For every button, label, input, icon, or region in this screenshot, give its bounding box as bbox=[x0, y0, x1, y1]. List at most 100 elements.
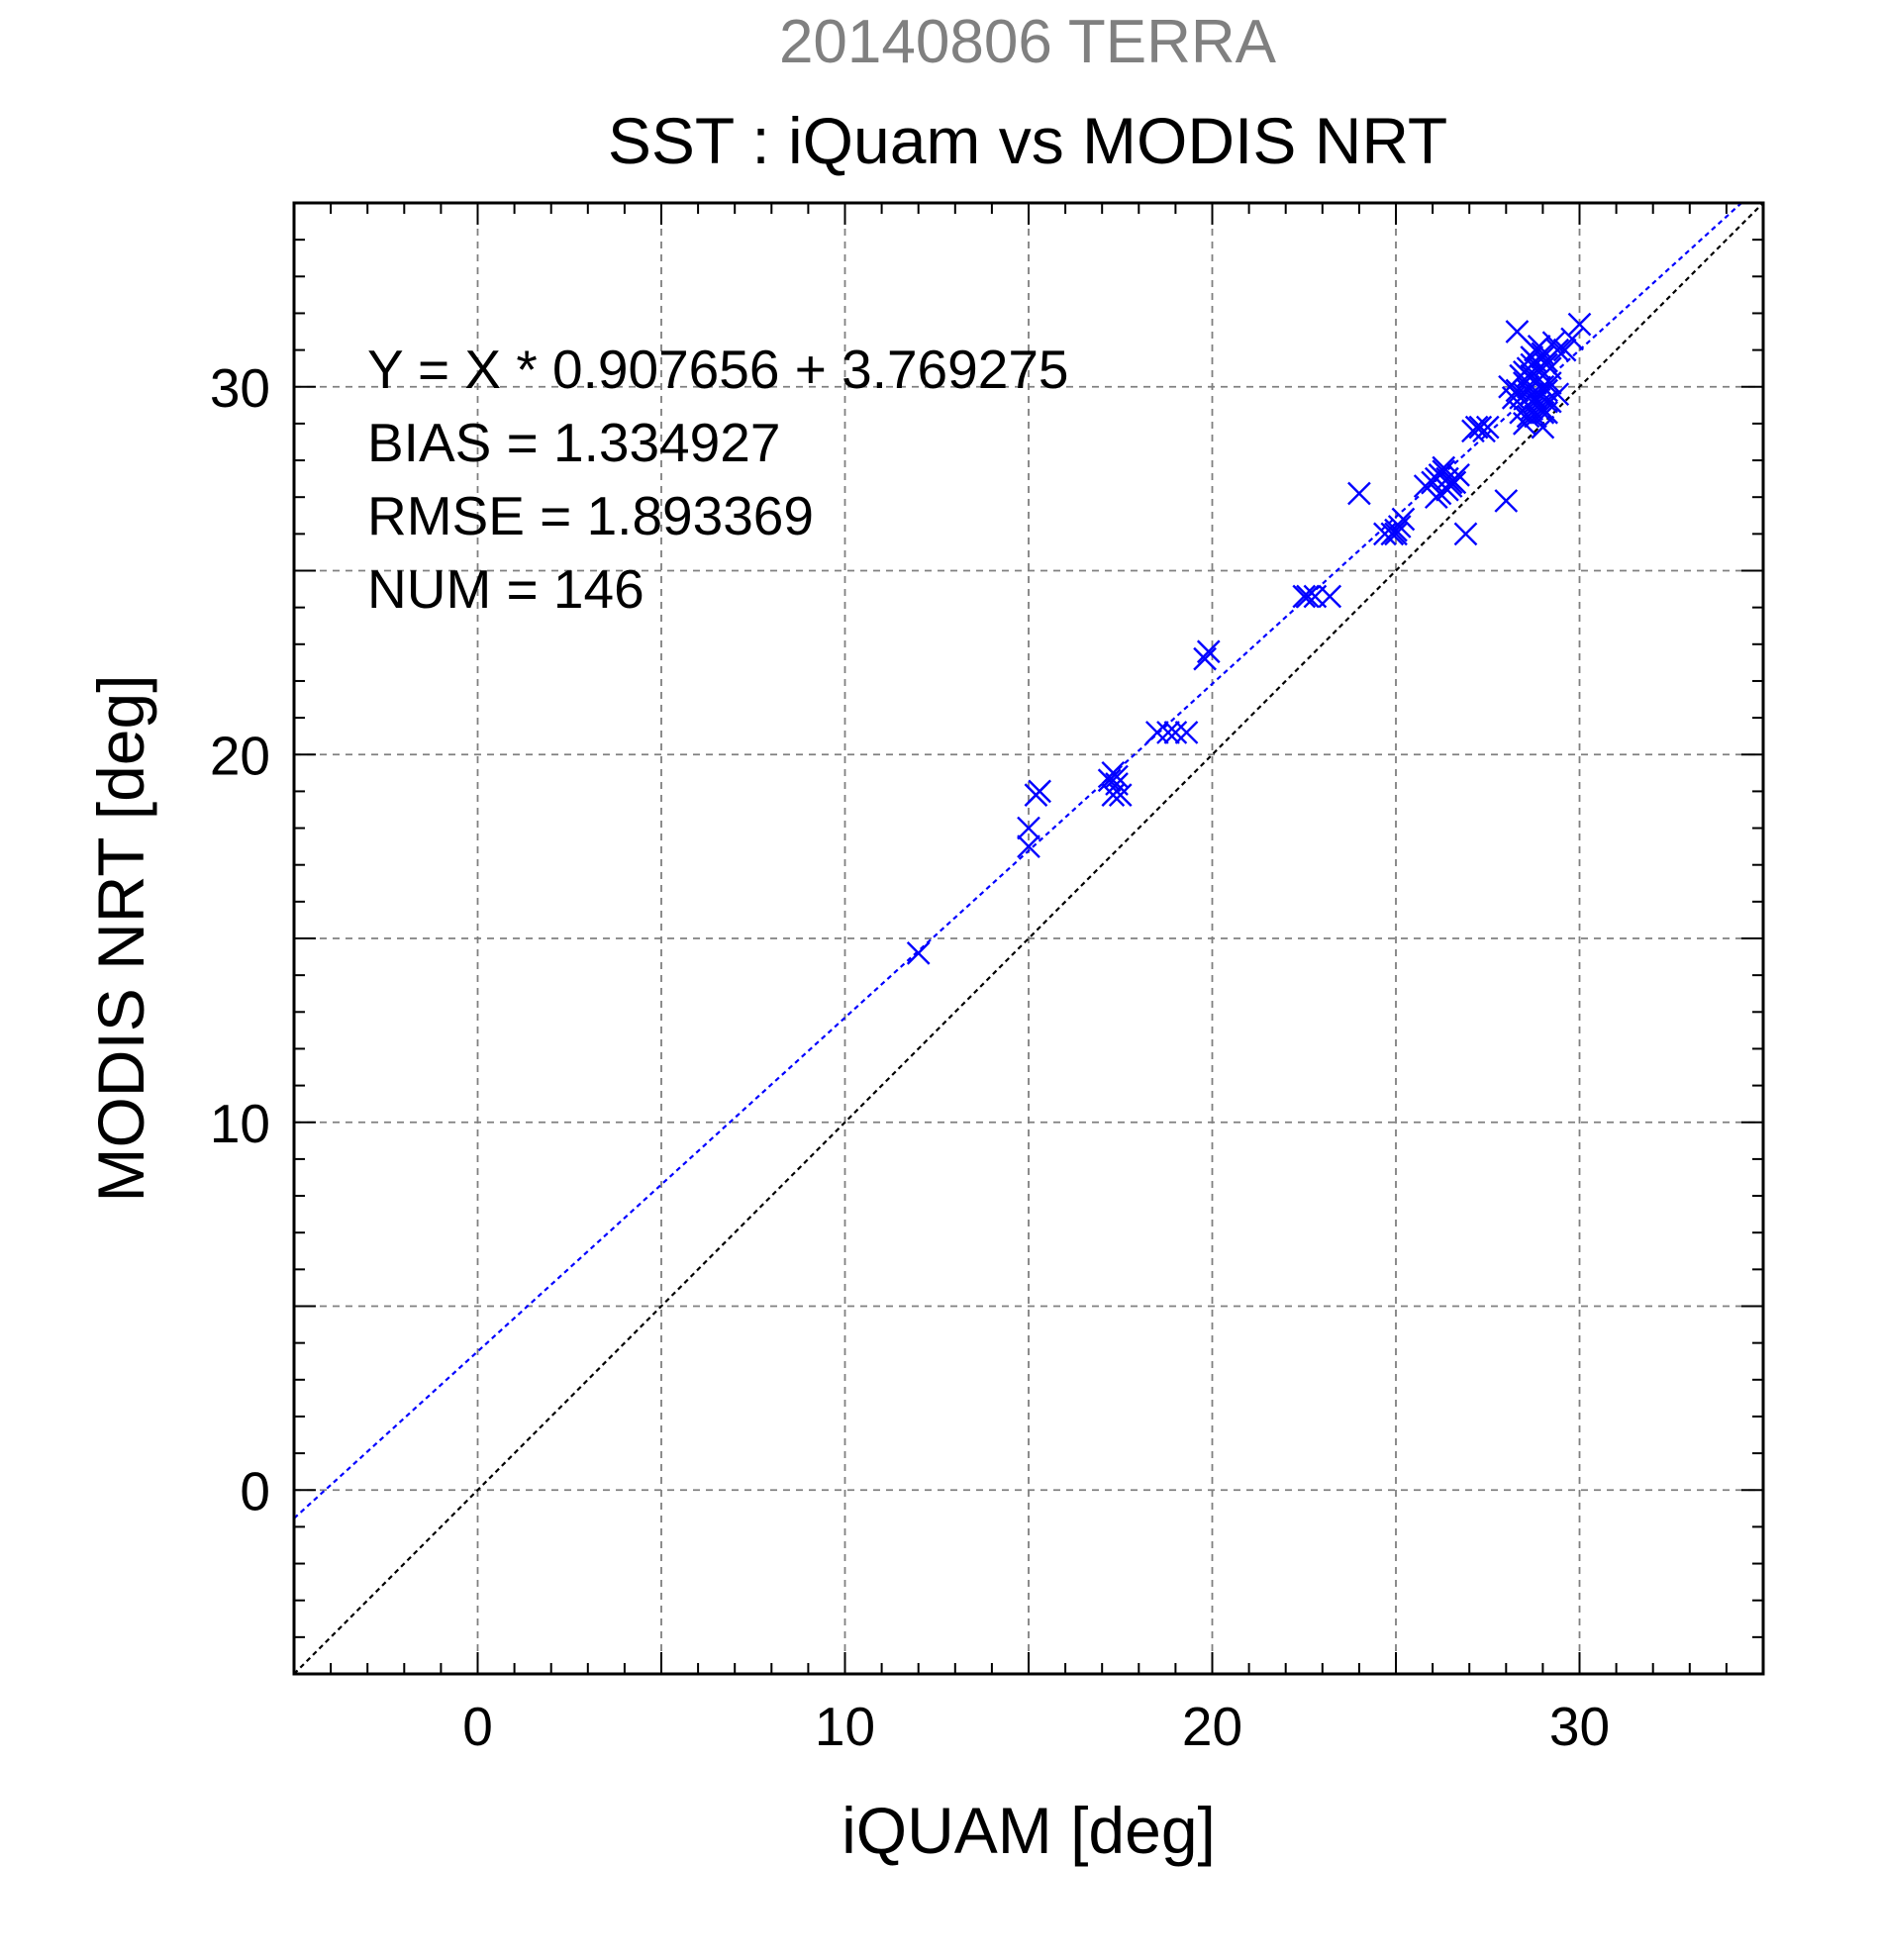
data-point-stroke bbox=[1531, 374, 1555, 399]
data-point bbox=[1552, 338, 1577, 362]
x-tick-label: 10 bbox=[815, 1696, 875, 1757]
data-point bbox=[1292, 584, 1317, 609]
chart-title: SST : iQuam vs MODIS NRT bbox=[608, 104, 1447, 177]
data-point bbox=[1156, 721, 1180, 744]
data-point bbox=[1101, 783, 1126, 807]
data-point-stroke bbox=[1520, 345, 1544, 369]
data-point-stroke bbox=[1105, 764, 1129, 789]
data-point-stroke bbox=[1432, 455, 1456, 480]
bias-label: BIAS = 1.334927 bbox=[367, 412, 780, 473]
data-point-stroke bbox=[1534, 348, 1558, 373]
data-point bbox=[1193, 646, 1217, 671]
axis-ticks bbox=[294, 203, 1763, 1674]
data-point-stroke bbox=[1318, 584, 1342, 609]
y-axis-label: MODIS NRT [deg] bbox=[84, 674, 157, 1202]
data-point-stroke bbox=[1505, 320, 1530, 343]
data-point-stroke bbox=[1097, 768, 1122, 793]
fit-equation: Y = X * 0.907656 + 3.769275 bbox=[367, 339, 1069, 400]
rmse-label: RMSE = 1.893369 bbox=[367, 485, 814, 546]
data-point bbox=[1545, 382, 1570, 407]
reference-lines bbox=[293, 202, 1764, 1675]
data-point-stroke bbox=[1567, 312, 1592, 337]
data-point bbox=[1534, 348, 1558, 373]
data-point-stroke bbox=[1494, 489, 1519, 513]
data-point-stroke bbox=[1424, 485, 1448, 510]
data-point-stroke bbox=[1156, 721, 1180, 744]
data-point bbox=[1567, 312, 1592, 337]
annotation-block: Y = X * 0.907656 + 3.769275 BIAS = 1.334… bbox=[367, 339, 1069, 620]
data-point bbox=[1347, 481, 1371, 506]
data-point bbox=[1436, 477, 1459, 502]
data-point-stroke bbox=[1513, 360, 1536, 384]
data-point bbox=[1524, 386, 1547, 410]
tick-labels: 0 10 20 30 0 10 20 30 bbox=[210, 357, 1610, 1757]
data-point-stroke bbox=[1534, 352, 1558, 377]
y-tick-label: 0 bbox=[240, 1460, 270, 1521]
data-point bbox=[1017, 834, 1040, 858]
data-point bbox=[1534, 352, 1558, 377]
data-point-stroke bbox=[1174, 721, 1199, 744]
y-tick-label: 10 bbox=[210, 1093, 270, 1154]
data-point bbox=[1318, 584, 1342, 609]
data-point-stroke bbox=[906, 941, 931, 965]
data-point-stroke bbox=[1101, 783, 1126, 807]
data-point bbox=[906, 941, 931, 965]
data-point bbox=[1196, 639, 1221, 664]
data-point-stroke bbox=[1017, 816, 1040, 840]
data-point-stroke bbox=[1560, 327, 1584, 351]
data-point bbox=[1531, 415, 1555, 440]
data-point-stroke bbox=[1545, 382, 1570, 407]
data-point bbox=[1560, 327, 1584, 351]
x-tick-label: 20 bbox=[1182, 1696, 1242, 1757]
identity-line bbox=[293, 202, 1764, 1675]
data-point bbox=[1534, 400, 1558, 425]
x-tick-label: 30 bbox=[1549, 1696, 1610, 1757]
data-point bbox=[1174, 721, 1199, 744]
data-point-stroke bbox=[1453, 522, 1478, 546]
data-point bbox=[1513, 412, 1536, 436]
data-point bbox=[1017, 816, 1040, 840]
data-point-stroke bbox=[1296, 584, 1320, 609]
data-point-stroke bbox=[1531, 415, 1555, 440]
data-point-stroke bbox=[1413, 474, 1437, 498]
data-point bbox=[1453, 522, 1478, 546]
data-point-stroke bbox=[1516, 404, 1540, 429]
data-point-stroke bbox=[1552, 338, 1577, 362]
data-point-stroke bbox=[1524, 386, 1547, 410]
data-point bbox=[1028, 779, 1051, 804]
data-point-stroke bbox=[1028, 779, 1051, 804]
data-point-stroke bbox=[1475, 415, 1500, 440]
data-point-stroke bbox=[1196, 639, 1221, 664]
data-point-stroke bbox=[1145, 721, 1169, 744]
data-point bbox=[1475, 415, 1500, 440]
data-point bbox=[1145, 721, 1169, 744]
num-label: NUM = 146 bbox=[367, 558, 644, 620]
x-axis-label: iQUAM [deg] bbox=[842, 1794, 1216, 1867]
data-point-stroke bbox=[1534, 389, 1558, 414]
data-point-stroke bbox=[1347, 481, 1371, 506]
data-point bbox=[1105, 764, 1129, 789]
y-tick-label: 30 bbox=[210, 357, 270, 419]
data-point-stroke bbox=[1464, 415, 1489, 440]
data-point-stroke bbox=[1534, 400, 1558, 425]
data-point bbox=[1391, 507, 1416, 532]
data-point bbox=[1505, 320, 1530, 343]
data-point bbox=[1464, 415, 1489, 440]
data-point bbox=[1108, 783, 1133, 807]
data-point bbox=[1494, 489, 1519, 513]
data-point-stroke bbox=[1384, 522, 1408, 546]
data-point bbox=[1516, 404, 1540, 429]
data-point-stroke bbox=[1108, 783, 1133, 807]
data-point bbox=[1513, 360, 1536, 384]
data-point-stroke bbox=[1527, 335, 1551, 358]
data-point-stroke bbox=[1436, 477, 1459, 502]
data-point bbox=[1531, 374, 1555, 399]
data-point bbox=[1296, 584, 1320, 609]
data-point bbox=[1432, 455, 1456, 480]
chart-supertitle: 20140806 TERRA bbox=[779, 8, 1277, 76]
x-tick-label: 0 bbox=[462, 1696, 493, 1757]
data-point bbox=[1527, 367, 1551, 392]
y-tick-label: 20 bbox=[210, 725, 270, 786]
data-point-stroke bbox=[1292, 584, 1317, 609]
